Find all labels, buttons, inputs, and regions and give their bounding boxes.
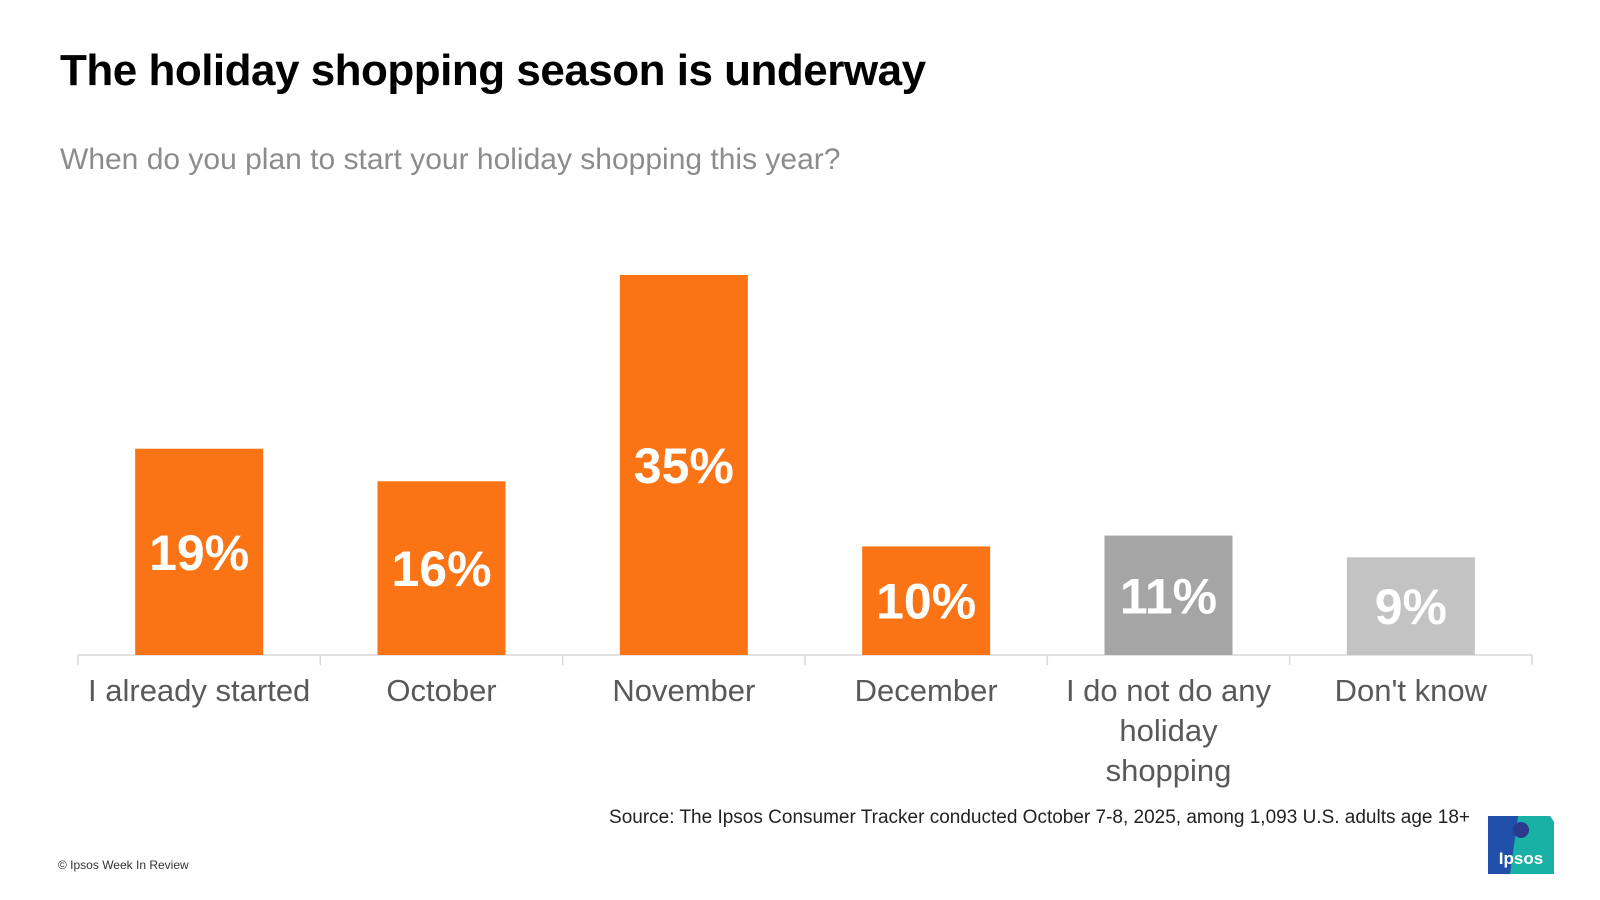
category-label: shopping [1106,753,1232,788]
bar-value-label: 16% [391,541,491,597]
bar-value-label: 9% [1375,579,1447,635]
category-label: I do not do any [1066,673,1272,708]
bar [862,546,991,655]
source-note: Source: The Ipsos Consumer Tracker condu… [609,807,1470,828]
bar [1346,557,1475,655]
bar [619,275,748,655]
chart-subtitle: When do you plan to start your holiday s… [60,143,841,176]
chart-title: The holiday shopping season is underway [60,46,926,95]
bar-value-label: 11% [1120,568,1217,624]
copyright-note: © Ipsos Week In Review [58,858,189,872]
category-label: November [612,673,755,708]
category-label: October [386,673,496,708]
bar-value-label: 19% [149,525,249,581]
logo-head-shape [1513,822,1529,838]
category-label: Don't know [1335,673,1488,708]
ipsos-logo: Ipsos [1488,816,1554,874]
category-label: December [855,673,998,708]
category-label: I already started [88,673,310,708]
category-label: holiday [1119,713,1218,748]
bar-value-label: 10% [876,574,976,630]
bar-chart: 19% I already started 16% October 35% Novembe… [77,275,1533,788]
logo-wordmark: Ipsos [1499,849,1543,868]
bar [1104,535,1233,655]
bar [377,481,506,655]
bar [135,448,264,655]
bar-value-label: 35% [634,438,734,494]
